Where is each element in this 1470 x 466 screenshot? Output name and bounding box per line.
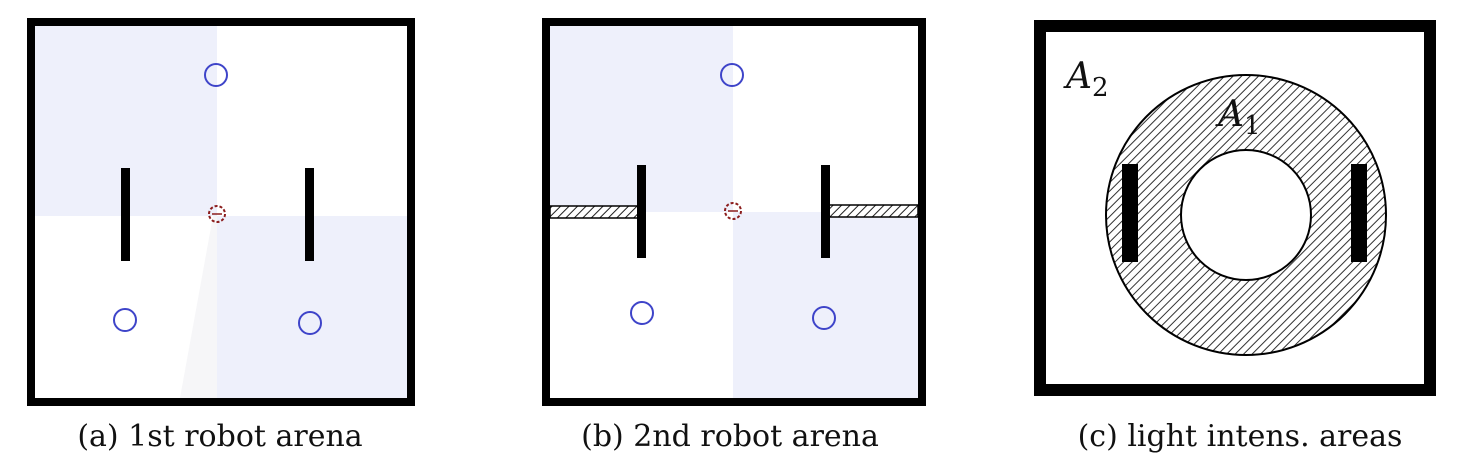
arena-a-goal-bottom-left: [113, 308, 137, 332]
caption-b: (b) 2nd robot arena: [581, 419, 879, 454]
arena-a-start-marker: [208, 205, 226, 223]
light-areas-left-wall: [1122, 164, 1138, 262]
arena-b-goal-bottom-left: [630, 301, 654, 325]
arena-b-border: [542, 18, 926, 406]
arena-a-goal-bottom-right: [298, 311, 322, 335]
arena-b-start-marker: [724, 202, 742, 220]
arena-a-light-wedge: [180, 216, 217, 398]
light-areas-border: [1034, 20, 1436, 396]
arena-b-right-wall: [821, 165, 830, 258]
arena-a-border: [27, 18, 415, 406]
arena-a-goal-top: [204, 63, 228, 87]
light-areas-right-wall: [1351, 164, 1367, 262]
arena-b-diagram: [542, 18, 926, 406]
arena-b-goal-top: [720, 63, 744, 87]
caption-c: (c) light intens. areas: [1077, 419, 1403, 454]
arena-b-right-hatched-barrier: [827, 204, 919, 218]
arena-a-left-wall: [121, 168, 130, 261]
arena-b-goal-bottom-right: [812, 306, 836, 330]
area-label-a2: A2: [1063, 56, 1109, 103]
arena-b-left-wall: [637, 165, 646, 258]
area-label-a1: A1: [1215, 94, 1261, 141]
arena-a-diagram: [27, 18, 415, 406]
light-areas-diagram: A2 A1: [1034, 20, 1436, 396]
light-area-a1-ring: [1104, 74, 1388, 356]
caption-a: (a) 1st robot arena: [77, 419, 363, 454]
arena-a-right-wall: [305, 168, 314, 261]
arena-b-left-hatched-barrier: [549, 205, 641, 219]
